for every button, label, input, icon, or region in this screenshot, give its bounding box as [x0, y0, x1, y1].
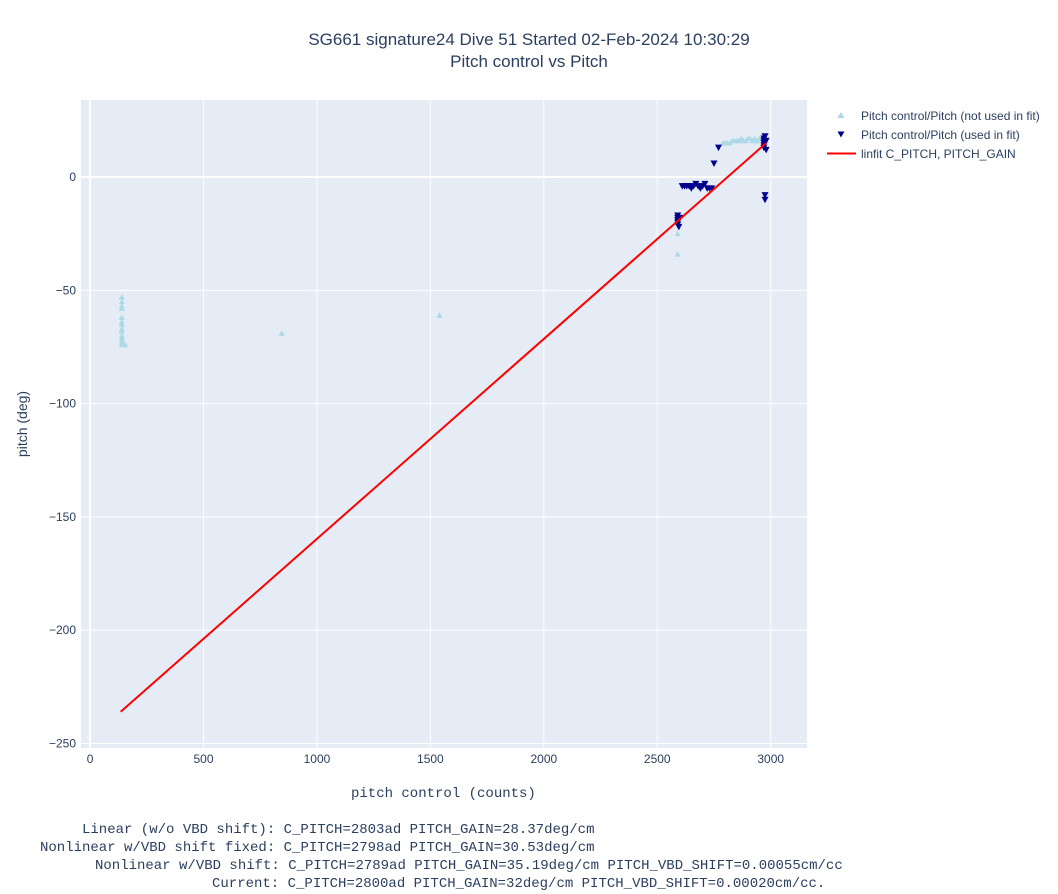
y-tick-label: 0	[69, 170, 76, 184]
y-tick-label: −250	[49, 736, 76, 750]
point-used	[701, 180, 709, 188]
point-used	[710, 160, 718, 167]
point-not-used	[118, 314, 125, 321]
point-not-used	[118, 321, 125, 327]
point-not-used	[436, 312, 443, 318]
x-tick-label: 500	[193, 752, 213, 766]
y-axis-ticks: 0 −50 −100 −150 −200 −250	[49, 170, 76, 750]
point-used	[708, 185, 716, 192]
point-used	[761, 196, 769, 204]
point-not-used	[118, 298, 125, 305]
point-used	[761, 192, 769, 199]
x-tick-label: 2500	[644, 752, 671, 766]
point-not-used	[118, 294, 125, 300]
annotation-linear: Linear (w/o VBD shift): C_PITCH=2803ad P…	[82, 822, 595, 838]
x-tick-label: 2000	[530, 752, 557, 766]
point-used	[675, 223, 683, 231]
legend-item-used[interactable]: Pitch control/Pitch (used in fit)	[825, 125, 1040, 144]
x-axis-ticks: 0 500 1000 1500 2000 2500 3000	[87, 752, 785, 766]
x-tick-label: 1000	[304, 752, 331, 766]
annotation-current: Current: C_PITCH=2800ad PITCH_GAIN=32deg…	[212, 876, 826, 892]
y-axis-title: pitch (deg)	[14, 390, 30, 458]
y-tick-label: −200	[49, 623, 76, 637]
annotation-nonlinear-fixed: Nonlinear w/VBD shift fixed: C_PITCH=279…	[40, 840, 595, 856]
legend-label-not-used: Pitch control/Pitch (not used in fit)	[861, 108, 1040, 123]
annotation-nonlinear-shift: Nonlinear w/VBD shift: C_PITCH=2789ad PI…	[95, 858, 843, 874]
point-used	[715, 144, 723, 152]
point-not-used	[122, 341, 129, 348]
series-layer	[118, 133, 770, 713]
point-not-used	[674, 230, 681, 237]
point-not-used	[278, 330, 285, 336]
triangle-down-icon	[837, 131, 845, 138]
point-used	[761, 133, 769, 140]
point-used	[762, 137, 770, 145]
x-tick-label: 3000	[757, 752, 784, 766]
point-not-used	[118, 328, 125, 334]
legend: Pitch control/Pitch (not used in fit) Pi…	[825, 106, 1040, 163]
x-axis-title: pitch control (counts)	[351, 786, 536, 802]
y-tick-label: −50	[56, 283, 77, 297]
point-used	[762, 146, 770, 154]
point-not-used	[674, 251, 681, 257]
point-not-used	[118, 305, 125, 311]
legend-item-not-used[interactable]: Pitch control/Pitch (not used in fit)	[825, 106, 1040, 125]
line-icon	[827, 152, 856, 155]
chart-title: SG661 signature24 Dive 51 Started 02-Feb…	[308, 30, 750, 49]
triangle-up-icon	[837, 112, 845, 118]
y-tick-label: −100	[49, 397, 76, 411]
y-tick-label: −150	[49, 510, 76, 524]
legend-item-fit[interactable]: linfit C_PITCH, PITCH_GAIN	[825, 144, 1040, 163]
grid-lines	[81, 100, 807, 748]
legend-label-fit: linfit C_PITCH, PITCH_GAIN	[861, 146, 1016, 161]
fit-line	[120, 142, 767, 713]
chart-subtitle: Pitch control vs Pitch	[450, 52, 608, 71]
legend-label-used: Pitch control/Pitch (used in fit)	[861, 127, 1020, 142]
x-tick-label: 0	[87, 752, 94, 766]
x-tick-label: 1500	[417, 752, 444, 766]
